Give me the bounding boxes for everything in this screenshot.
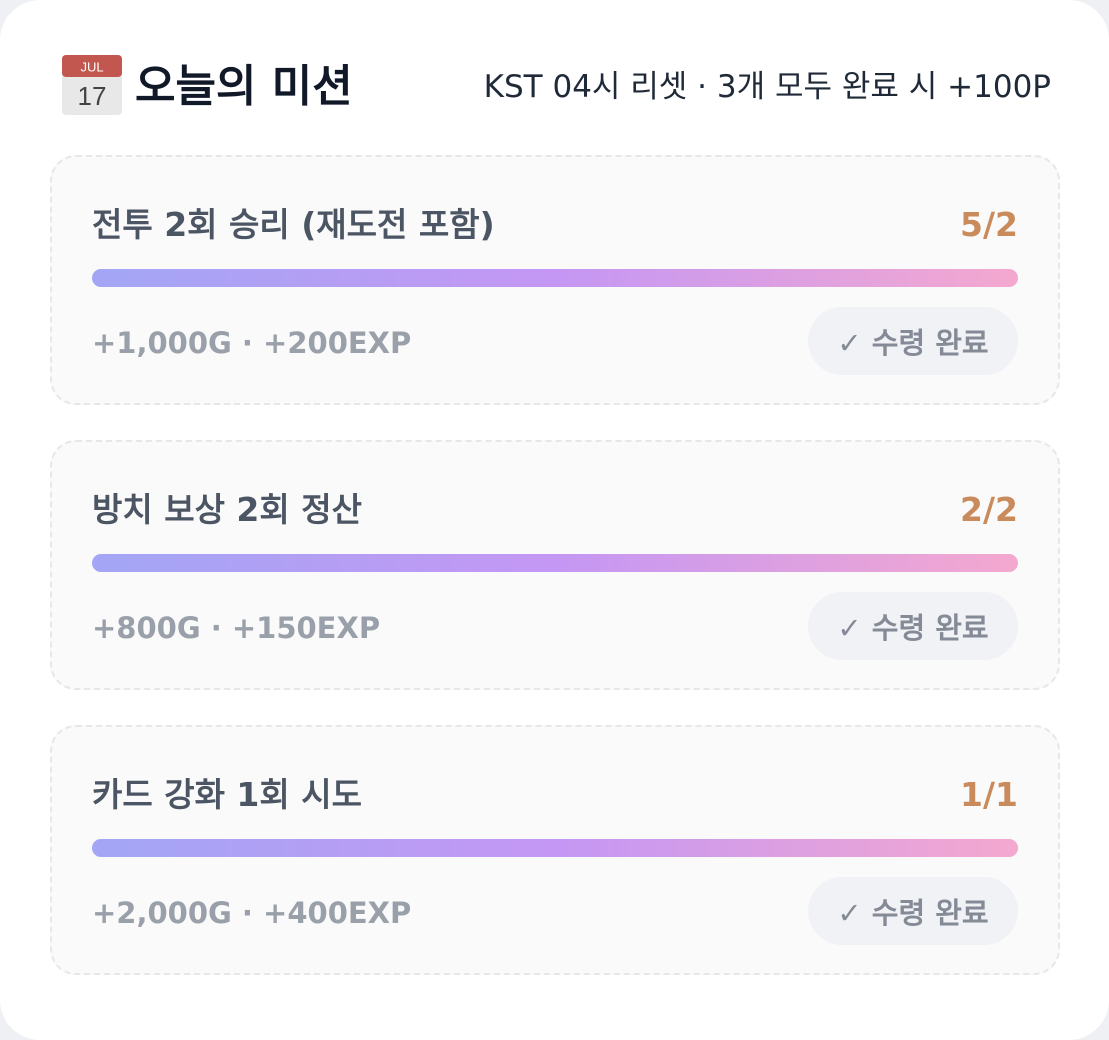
mission-card: 전투 2회 승리 (재도전 포함) 5/2 +1,000G · +200EXP … (50, 155, 1060, 405)
calendar-icon: JUL 17 (62, 55, 122, 115)
mission-card: 카드 강화 1회 시도 1/1 +2,000G · +400EXP ✓ 수령 완… (50, 725, 1060, 975)
subtitle: KST 04시 리셋 · 3개 모두 완료 시 +100P (483, 69, 1051, 105)
icon-month: JUL (80, 59, 103, 74)
mission-progress: 5/2 (960, 205, 1018, 244)
mission-reward: +800G · +150EXP (92, 611, 381, 645)
icon-header (62, 55, 122, 77)
mission-card: 방치 보상 2회 정산 2/2 +800G · +150EXP ✓ 수령 완료 (50, 440, 1060, 690)
mission-title: 카드 강화 1회 시도 (92, 775, 362, 814)
mission-progress: 2/2 (960, 490, 1018, 529)
progress-bar (92, 269, 1018, 287)
mission-title: 방치 보상 2회 정산 (92, 490, 362, 529)
mission-reward: +1,000G · +200EXP (92, 326, 412, 360)
icon-day: 17 (78, 81, 107, 111)
title: 오늘의 미션 (135, 61, 353, 112)
claimed-button[interactable]: ✓ 수령 완료 (808, 592, 1018, 660)
claimed-button[interactable]: ✓ 수령 완료 (808, 307, 1018, 375)
progress-bar (92, 554, 1018, 572)
mission-reward: +2,000G · +400EXP (92, 896, 412, 930)
claimed-button[interactable]: ✓ 수령 완료 (808, 877, 1018, 945)
mission-progress: 1/1 (960, 775, 1018, 814)
mission-title: 전투 2회 승리 (재도전 포함) (92, 205, 495, 244)
progress-bar (92, 839, 1018, 857)
